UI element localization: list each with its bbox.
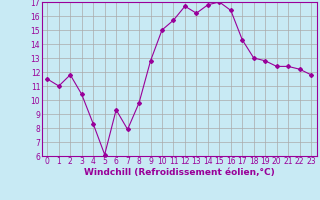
X-axis label: Windchill (Refroidissement éolien,°C): Windchill (Refroidissement éolien,°C) [84, 168, 275, 177]
